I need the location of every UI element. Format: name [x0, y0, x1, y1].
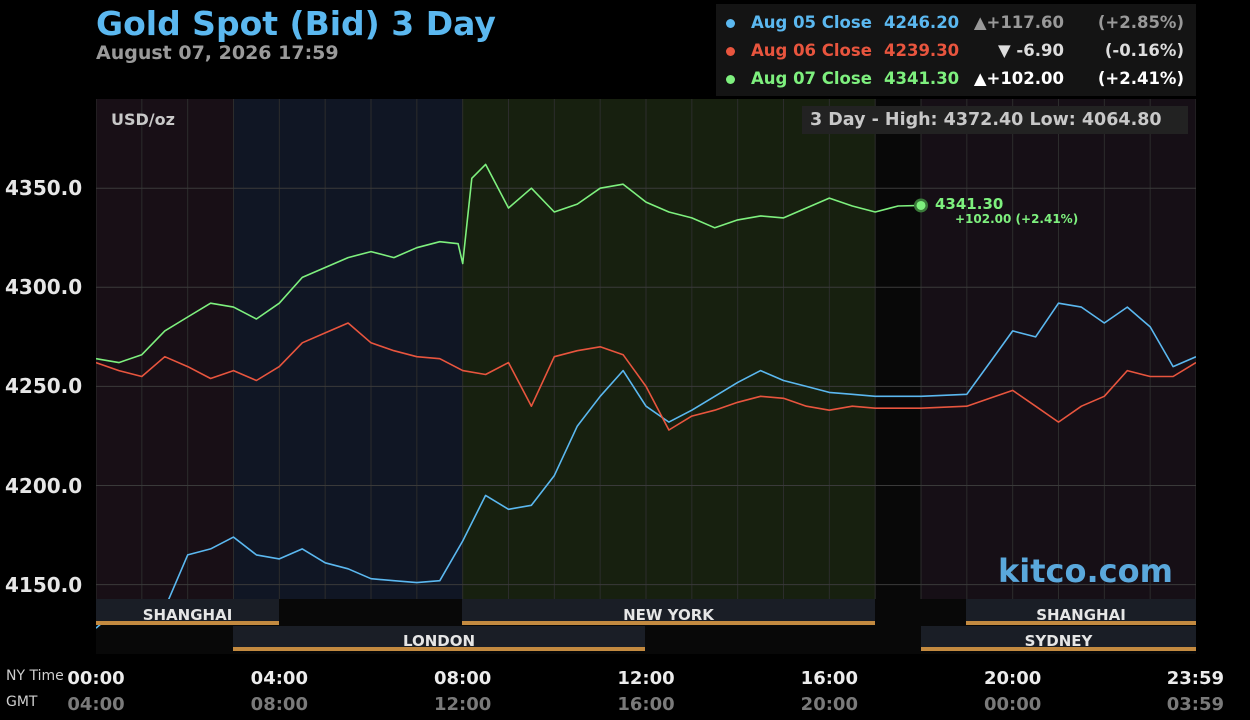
legend-item: Aug 06 Close 4239.30 ▼ -6.90 (-0.16%)	[716, 41, 1196, 67]
session-line-newyork	[462, 621, 875, 625]
legend-item: Aug 07 Close 4341.30 ▲+102.00 (+2.41%)	[716, 69, 1196, 95]
session-label-london: LONDON	[402, 632, 476, 650]
x-tick-gmt: 16:00	[617, 694, 675, 715]
session-box-shanghai-1	[96, 599, 279, 621]
legend: Aug 05 Close 4246.20 ▲+117.60 (+2.85%) A…	[716, 4, 1196, 96]
x-tick-ny: 20:00	[984, 668, 1042, 689]
kitco-watermark: kitco.com	[998, 552, 1173, 590]
session-box-london	[233, 626, 645, 648]
series-line-3	[96, 163, 922, 364]
series-line-1	[96, 302, 1196, 629]
y-tick-label: 4300.0	[5, 275, 83, 300]
legend-value: 4239.30	[884, 41, 960, 60]
legend-pct: (-0.16%)	[1104, 41, 1184, 60]
x-tick-ny: 16:00	[800, 668, 858, 689]
session-box-shanghai-2	[966, 599, 1196, 621]
session-label-sydney: SYDNEY	[1024, 632, 1093, 650]
x-tick-gmt: 08:00	[250, 694, 308, 715]
y-tick-label: 4150.0	[5, 572, 83, 597]
legend-value: 4246.20	[884, 13, 960, 32]
legend-dot	[726, 75, 735, 84]
legend-dot	[726, 19, 735, 28]
chart-datetime: August 07, 2026 17:59	[96, 42, 339, 64]
legend-dot	[726, 47, 735, 56]
last-price-label: 4341.30	[935, 195, 1004, 213]
bg-shanghai-early	[96, 99, 233, 599]
high-low-readout: 3 Day - High: 4372.40 Low: 4064.80	[802, 106, 1188, 134]
session-label-shanghai: SHANGHAI	[142, 606, 233, 624]
session-line-london	[233, 647, 645, 651]
legend-value: 4341.30	[884, 69, 960, 88]
x-tick-ny: 23:59	[1166, 668, 1224, 689]
legend-change: ▼ -6.90	[998, 41, 1064, 60]
x-tick-gmt: 03:59	[1166, 694, 1224, 715]
ny-time-caption: NY Time	[6, 668, 64, 684]
bg-newyork	[462, 99, 875, 599]
bg-london-morning	[233, 99, 462, 599]
legend-change: ▲+102.00	[973, 69, 1064, 88]
session-label-shanghai: SHANGHAI	[1036, 606, 1126, 624]
legend-item: Aug 05 Close 4246.20 ▲+117.60 (+2.85%)	[716, 13, 1196, 39]
session-line-shanghai-2	[966, 621, 1196, 625]
session-line-sydney	[921, 647, 1196, 651]
legend-pct: (+2.41%)	[1097, 69, 1184, 88]
session-line-shanghai-1	[96, 621, 279, 625]
chart-title: Gold Spot (Bid) 3 Day	[96, 4, 496, 43]
y-tick-label: 4200.0	[5, 473, 83, 498]
gmt-caption: GMT	[6, 694, 38, 710]
legend-label: Aug 06 Close	[751, 41, 872, 60]
legend-pct: (+2.85%)	[1097, 13, 1184, 32]
x-tick-gmt: 20:00	[800, 694, 858, 715]
x-tick-ny: 00:00	[67, 668, 125, 689]
x-tick-ny: 08:00	[434, 668, 492, 689]
session-box-newyork	[462, 599, 875, 621]
x-tick-ny: 12:00	[617, 668, 675, 689]
x-tick-gmt: 12:00	[434, 694, 492, 715]
legend-label: Aug 07 Close	[751, 69, 872, 88]
plot-area	[96, 99, 1196, 654]
unit-label: USD/oz	[111, 110, 175, 129]
y-tick-label: 4250.0	[5, 374, 83, 399]
legend-change: ▲+117.60	[973, 13, 1064, 32]
y-tick-label: 4350.0	[5, 176, 83, 201]
x-tick-ny: 04:00	[250, 668, 308, 689]
series-line-2	[96, 322, 1196, 431]
x-tick-gmt: 04:00	[67, 694, 125, 715]
legend-label: Aug 05 Close	[751, 13, 872, 32]
last-change-label: +102.00 (+2.41%)	[955, 212, 1079, 226]
x-tick-gmt: 00:00	[984, 694, 1042, 715]
session-label-newyork: NEW YORK	[623, 606, 714, 624]
session-box-sydney	[921, 626, 1196, 648]
last-point-dot	[916, 200, 926, 210]
price-chart	[96, 99, 1196, 651]
